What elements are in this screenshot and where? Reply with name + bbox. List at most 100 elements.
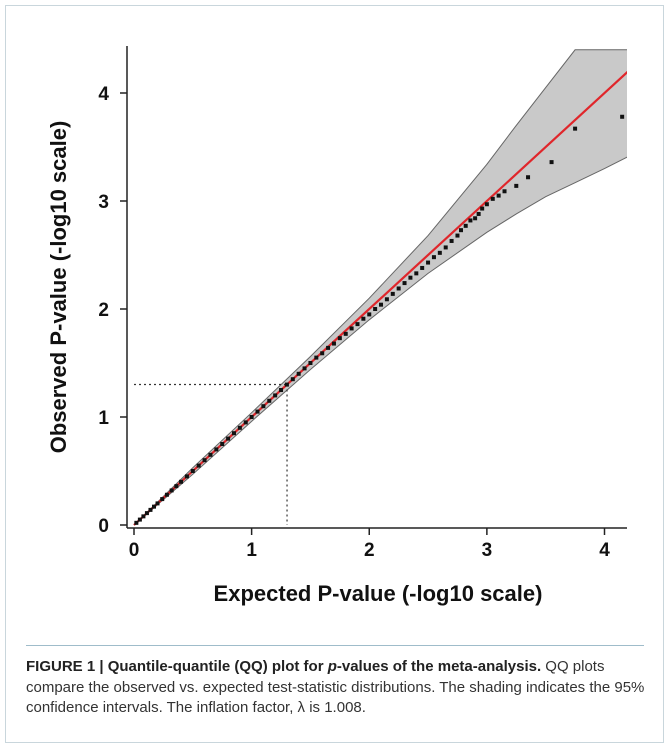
caption-body: QQ plots compare the observed vs. expect… [26,658,645,716]
data-point [367,312,372,317]
confidence-band-upper [133,49,627,526]
data-point [526,175,531,180]
data-point [273,393,278,398]
data-point [296,371,301,376]
data-point [214,447,219,452]
data-point [480,206,485,211]
data-point [141,514,146,519]
data-point [373,307,378,311]
data-point [549,160,554,165]
data-point [160,497,165,502]
data-point [243,420,248,425]
x-tick-label: 4 [599,540,610,561]
data-point [361,316,366,321]
data-point [502,189,507,194]
data-point [320,351,325,356]
data-point [237,425,242,430]
y-tick-label: 2 [98,300,109,321]
confidence-band-lower [133,156,627,526]
data-point [290,377,295,382]
data-point [137,517,142,522]
data-point [169,488,174,493]
figure-caption: FIGURE 1 | Quantile-quantile (QQ) plot f… [26,657,648,719]
data-point [468,218,473,223]
data-point [355,322,360,327]
x-tick-label: 2 [364,540,375,561]
caption-title-before: Quantile-quantile (QQ) plot for [107,658,328,675]
data-point [458,228,463,233]
data-point [174,484,179,489]
data-point [148,507,153,512]
data-point [249,415,254,419]
caption-divider [26,645,644,646]
data-point [414,271,419,276]
data-point [476,211,481,216]
data-point [279,388,284,392]
data-point [390,291,395,296]
data-point [431,255,436,260]
data-point [496,193,501,198]
data-point [144,511,149,516]
data-point [314,355,319,360]
data-point [179,479,184,484]
data-point [379,302,384,307]
data-point [473,216,478,221]
data-point [573,126,578,131]
x-tick-label: 3 [482,540,493,561]
data-point [490,196,495,201]
qq-plot-svg: 0 1 2 3 4 0 1 2 3 4 Expected P-value (-log10 scal… [46,46,627,606]
data-point [484,202,489,207]
data-point [337,336,342,341]
data-point [208,452,213,457]
data-point [134,520,139,525]
data-point [302,366,307,371]
caption-title: FIGURE 1 | Quantile-quantile (QQ) plot f… [26,658,541,675]
data-point [151,504,156,509]
y-tick-label: 0 [98,516,109,537]
caption-title-italic: p [327,658,337,675]
x-tick-label: 0 [129,540,140,561]
data-point [620,114,625,119]
data-point [437,250,442,255]
data-point [443,245,448,250]
data-point [349,326,354,331]
data-point [220,442,225,446]
data-point [284,382,289,387]
qq-plot: 0 1 2 3 4 0 1 2 3 4 Expected P-value (-log10 scal… [6,6,665,646]
data-point [202,458,207,463]
data-point [267,398,272,403]
data-point [196,463,201,468]
data-point [463,223,468,228]
figure-frame: 0 1 2 3 4 0 1 2 3 4 Expected P-value (-log10 scal… [5,5,664,743]
data-point [255,409,260,414]
data-point [514,183,519,188]
data-point [420,265,425,270]
caption-label: FIGURE 1 | [26,658,108,675]
data-point [190,469,195,473]
confidence-band [134,49,627,525]
data-point [343,331,348,336]
data-point [184,474,189,479]
data-point [402,281,407,286]
data-point [155,501,160,506]
data-point [308,361,313,365]
data-point [226,436,231,441]
y-tick-label: 3 [98,192,109,213]
y-tick-label: 1 [98,408,109,429]
data-point [396,286,401,291]
caption-title-after: -values of the meta-analysis. [336,658,542,675]
data-point [455,233,460,238]
x-tick-label: 1 [246,540,257,561]
y-tick-label: 4 [98,84,109,105]
data-point [384,297,389,302]
data-point [426,260,431,265]
data-point [326,345,331,350]
data-point [164,492,169,497]
y-axis-label: Observed P-value (-log10 scale) [46,121,71,454]
data-point [261,404,266,409]
data-point [231,431,236,436]
data-point [331,341,336,346]
data-point [408,275,413,280]
x-axis-label: Expected P-value (-log10 scale) [214,581,543,606]
data-point [449,238,454,243]
